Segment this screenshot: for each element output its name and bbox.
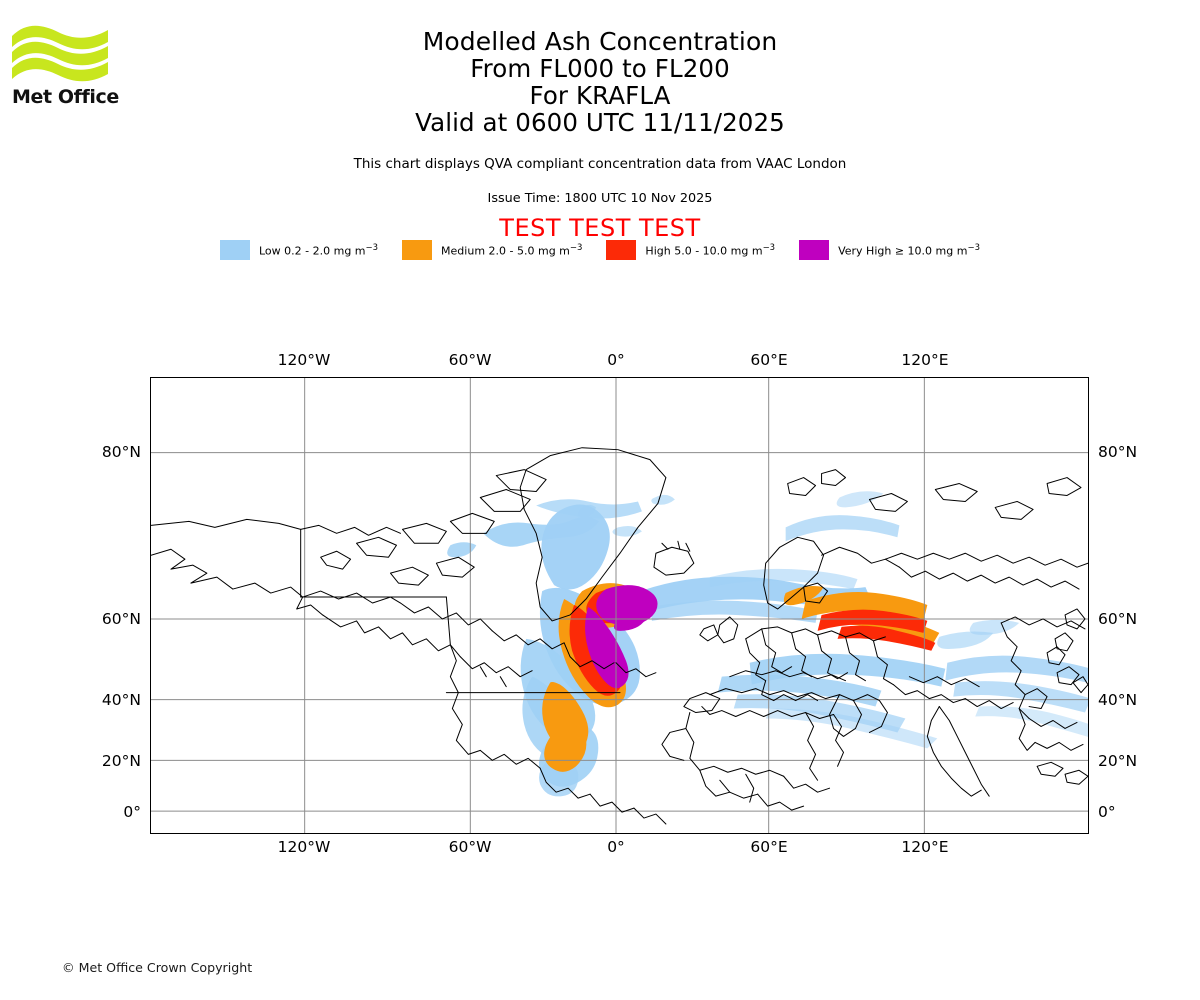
ash-level-very-high	[585, 585, 658, 689]
legend-swatch-very-high	[799, 240, 830, 260]
legend-item-high: High 5.0 - 10.0 mg m−3	[606, 240, 775, 260]
lon-tick-bottom-4: 120°E	[901, 838, 949, 856]
chart-title-block: Modelled Ash Concentration From FL000 to…	[0, 28, 1200, 136]
concentration-legend: Low 0.2 - 2.0 mg m−3 Medium 2.0 - 5.0 mg…	[0, 240, 1200, 260]
lat-tick-left-4: 0°	[123, 803, 141, 821]
ash-level-low	[447, 491, 1088, 797]
map-canvas	[151, 378, 1088, 833]
legend-label-medium: Medium 2.0 - 5.0 mg m−3	[441, 242, 583, 258]
page-title: Modelled Ash Concentration	[422, 27, 778, 56]
legend-item-medium: Medium 2.0 - 5.0 mg m−3	[402, 240, 582, 260]
legend-item-low: Low 0.2 - 2.0 mg m−3	[220, 240, 378, 260]
ash-plume-layer	[447, 491, 1088, 797]
copyright-notice: © Met Office Crown Copyright	[62, 960, 253, 975]
lon-tick-bottom-1: 60°W	[448, 838, 492, 856]
lon-tick-bottom-2: 0°	[607, 838, 625, 856]
legend-swatch-medium	[402, 240, 433, 260]
chart-subnote: This chart displays QVA compliant concen…	[353, 156, 847, 172]
valid-time: Valid at 0600 UTC 11/11/2025	[415, 108, 785, 137]
met-office-logo-text: Met Office	[12, 86, 119, 108]
test-banner-text: TEST TEST TEST	[499, 214, 701, 242]
test-banner: TEST TEST TEST	[0, 214, 1200, 242]
map-gridlines	[151, 378, 1088, 833]
lon-tick-top-2: 0°	[607, 351, 625, 369]
lat-tick-left-2: 40°N	[101, 691, 141, 709]
legend-item-very-high: Very High ≥ 10.0 mg m−3	[799, 240, 980, 260]
met-office-logo: Met Office	[12, 24, 122, 107]
lon-tick-top-3: 60°E	[750, 351, 788, 369]
lon-tick-bottom-3: 60°E	[750, 838, 788, 856]
lat-tick-right-2: 40°N	[1098, 691, 1138, 709]
legend-label-low: Low 0.2 - 2.0 mg m−3	[259, 242, 379, 258]
lon-tick-bottom-0: 120°W	[277, 838, 331, 856]
met-office-wave-icon	[12, 25, 108, 82]
lat-tick-right-4: 0°	[1098, 803, 1116, 821]
volcano-name: For KRAFLA	[529, 81, 671, 110]
map-frame	[150, 377, 1089, 834]
lon-tick-top-1: 60°W	[448, 351, 492, 369]
lat-tick-left-0: 80°N	[101, 443, 141, 461]
legend-swatch-low	[220, 240, 250, 260]
coastline-layer	[151, 447, 1088, 825]
legend-label-high: High 5.0 - 10.0 mg m−3	[645, 242, 776, 258]
ash-concentration-map[interactable]	[150, 377, 1089, 834]
lat-tick-right-0: 80°N	[1098, 443, 1138, 461]
flight-level-range: From FL000 to FL200	[470, 54, 730, 83]
legend-swatch-high	[606, 240, 637, 260]
lat-tick-right-1: 60°N	[1098, 610, 1138, 628]
legend-label-very-high: Very High ≥ 10.0 mg m−3	[838, 242, 980, 258]
lat-tick-left-1: 60°N	[101, 610, 141, 628]
issue-time: Issue Time: 1800 UTC 10 Nov 2025	[487, 191, 713, 206]
lon-tick-top-4: 120°E	[901, 351, 949, 369]
lat-tick-left-3: 20°N	[101, 752, 141, 770]
lon-tick-top-0: 120°W	[277, 351, 331, 369]
lat-tick-right-3: 20°N	[1098, 752, 1138, 770]
